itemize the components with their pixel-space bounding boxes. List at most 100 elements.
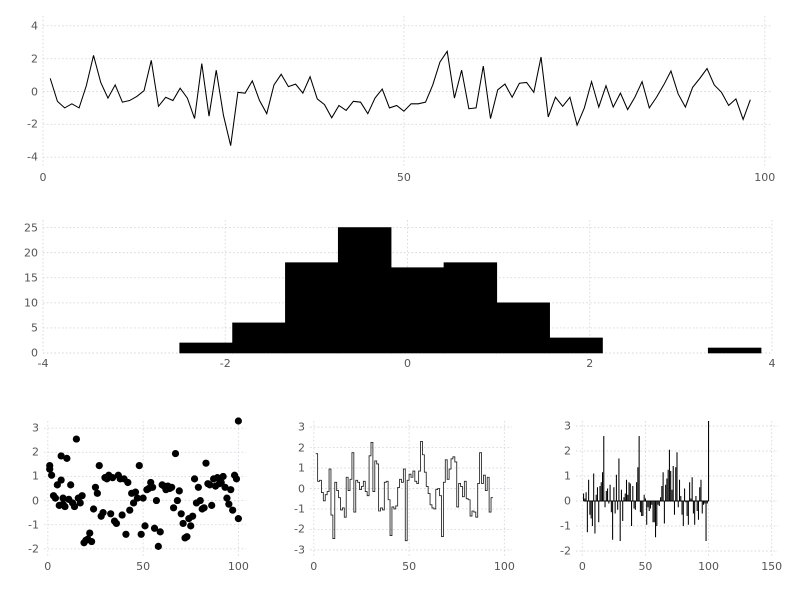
scatter-point (124, 478, 132, 487)
scatter-point (46, 465, 54, 473)
histogram-bar (549, 337, 603, 354)
x-tick-label: 100 (698, 560, 720, 573)
scatter-point (152, 496, 161, 505)
scatter-point (139, 494, 147, 502)
scatter-point (179, 519, 187, 528)
x-tick-label: -4 (37, 357, 49, 370)
histogram-bar (707, 347, 762, 354)
scatter-point (57, 476, 65, 484)
chart-panel-timeseries: -4 -2 0 2 4 0 50 100 (27, 16, 775, 183)
histogram-bar (443, 262, 498, 354)
scatter-point (89, 505, 98, 513)
y-tick-label: -2 (294, 522, 305, 536)
scatter-point (194, 483, 202, 491)
scatter-point (48, 471, 56, 479)
y-tick-label: 1 (564, 469, 571, 483)
scatter-point (57, 452, 65, 460)
scatter-point (133, 494, 141, 502)
scatter-point (126, 506, 134, 514)
y-tick-label: 3 (564, 419, 571, 433)
histogram-bar (337, 227, 392, 354)
scatter-point (208, 501, 216, 509)
x-tick-label: 0 (39, 171, 47, 184)
scatter-point (122, 530, 130, 538)
y-tick-label: 0 (31, 346, 38, 360)
scatter-point (72, 435, 80, 443)
scatter-point (234, 417, 242, 425)
scatter-point (175, 487, 183, 495)
chart-panel-scatter: -2 -1 0 1 2 3 0 50 100 (28, 417, 249, 572)
x-tick-label: 100 (227, 560, 249, 573)
scatter-point (78, 492, 86, 500)
histogram-bar (285, 262, 339, 354)
scatter-point (129, 499, 138, 507)
scatter-point (135, 462, 143, 470)
y-tick-label: -2 (28, 542, 39, 556)
y-tick-label: -1 (294, 502, 305, 516)
scatter-point (150, 524, 159, 532)
x-tick-label: 2 (586, 357, 594, 370)
scatter-point (189, 512, 197, 520)
y-tick-label: -3 (294, 543, 305, 557)
scatter-point (137, 530, 145, 538)
scatter-point (173, 496, 181, 505)
y-tick-label: 10 (24, 296, 38, 310)
scatter-point (171, 449, 180, 458)
y-tick-label: 4 (31, 19, 38, 33)
scatter-point (190, 475, 199, 483)
y-tick-label: 0 (32, 494, 39, 508)
x-tick-label: 50 (638, 560, 653, 573)
y-tick-label: 0 (564, 494, 571, 508)
scatter-point (217, 478, 225, 487)
scatter-point (67, 481, 75, 489)
scatter-point (59, 494, 67, 502)
stems-plot-svg (576, 421, 778, 556)
y-tick-label: 3 (32, 421, 39, 435)
y-tick-label: 20 (24, 246, 38, 260)
histogram-bar (390, 267, 445, 354)
scatter-point (86, 529, 94, 537)
x-tick-label: 50 (136, 560, 151, 573)
y-tick-label: 2 (31, 52, 38, 66)
scatter-point (154, 542, 162, 550)
histogram-bar (232, 322, 286, 354)
y-tick-label: -1 (560, 519, 571, 533)
scatter-point (141, 522, 149, 530)
scatter-point (232, 475, 241, 483)
scatter-point (51, 494, 60, 502)
y-tick-label: 1 (298, 461, 305, 475)
scatter-point (149, 483, 157, 491)
histogram-bar (496, 302, 550, 354)
y-tick-label: -4 (27, 150, 38, 164)
y-tick-label: 15 (24, 271, 38, 285)
scatter-point (112, 519, 121, 528)
x-tick-label: 100 (754, 171, 776, 184)
x-tick-label: 0 (404, 357, 411, 370)
scatter-point (187, 522, 195, 530)
x-tick-label: 100 (493, 560, 515, 573)
y-tick-label: 5 (31, 321, 38, 335)
histogram-plot-svg (42, 220, 773, 354)
scatter-point (63, 454, 71, 462)
y-tick-label: 0 (31, 85, 38, 98)
y-tick-label: -2 (27, 117, 38, 131)
steps-plot-svg (310, 421, 512, 556)
scatter-point (196, 496, 204, 505)
scatter-point (99, 509, 107, 517)
scatter-point (93, 489, 101, 497)
x-tick-label: -2 (219, 357, 231, 370)
timeseries-plot-svg (42, 16, 772, 167)
x-tick-label: 50 (396, 171, 411, 184)
y-tick-label: 2 (298, 441, 305, 455)
scatter-point (61, 502, 69, 511)
chart-panel-steps: -3 -2 -1 0 1 2 3 0 50 100 (294, 421, 515, 572)
y-tick-label: 1 (32, 469, 39, 483)
y-tick-label: 2 (564, 444, 571, 458)
scatter-point (107, 510, 115, 518)
scatter-point (76, 499, 84, 507)
x-tick-label: 0 (310, 560, 318, 573)
x-tick-label: 150 (761, 560, 783, 573)
step-line (315, 441, 493, 542)
scatter-point (200, 504, 208, 512)
